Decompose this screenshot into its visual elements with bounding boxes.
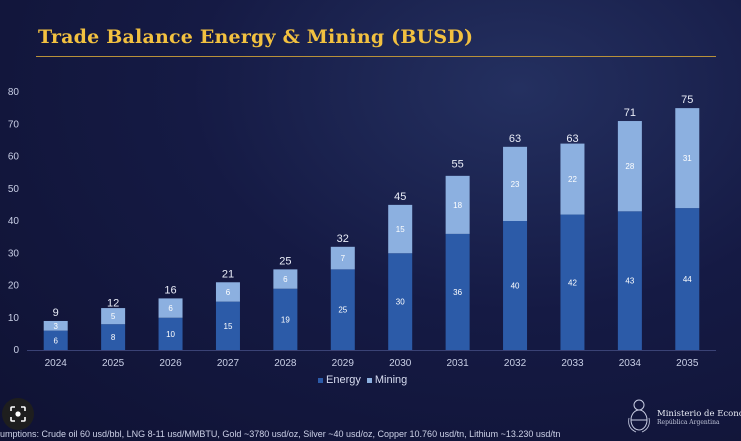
x-tick-label-2029: 2029 [332, 358, 355, 369]
bar-mining-2026 [158, 298, 183, 318]
data-label-energy-2024: 6 [53, 336, 58, 345]
bar-energy-2030 [388, 253, 413, 350]
bar-mining-2031 [445, 175, 470, 234]
bar-energy-2032 [503, 221, 528, 350]
x-tick-label-2024: 2024 [45, 358, 68, 369]
total-label-2029: 32 [337, 233, 349, 245]
bar-mining-2033 [560, 143, 585, 215]
x-tick-label-2034: 2034 [619, 358, 642, 369]
data-label-energy-2030: 30 [396, 298, 405, 307]
total-label-2026: 16 [164, 284, 176, 296]
data-label-energy-2033: 42 [568, 278, 577, 287]
bar-energy-2033 [560, 214, 585, 350]
data-label-mining-2031: 18 [453, 201, 462, 210]
bar-mining-2034 [617, 121, 642, 212]
data-label-mining-2029: 7 [341, 254, 346, 263]
total-label-2024: 9 [53, 307, 59, 319]
bar-mining-2028 [273, 269, 298, 289]
total-label-2025: 12 [107, 297, 119, 309]
bar-energy-2027 [215, 301, 240, 350]
coat-of-arms-icon [628, 399, 650, 433]
data-label-energy-2028: 19 [281, 315, 290, 324]
y-tick-label: 20 [8, 281, 20, 292]
assumptions-footnote: umptions: Crude oil 60 usd/bbl, LNG 8-11… [0, 429, 561, 439]
total-label-2033: 63 [566, 133, 578, 145]
total-label-2031: 55 [452, 159, 464, 171]
data-label-mining-2026: 6 [168, 304, 173, 313]
bar-mining-2032 [503, 146, 528, 221]
x-tick-label-2032: 2032 [504, 358, 527, 369]
legend-item-mining: Mining [366, 374, 408, 386]
data-label-mining-2027: 6 [226, 288, 231, 297]
total-label-2035: 75 [681, 94, 693, 106]
legend-item-energy: Energy [318, 374, 361, 386]
data-label-energy-2034: 43 [625, 277, 634, 286]
lens-search-icon [10, 406, 26, 422]
data-label-mining-2035: 31 [683, 154, 692, 163]
y-tick-label: 10 [8, 313, 20, 324]
bar-mining-2029 [330, 246, 355, 270]
lens-search-button[interactable] [2, 398, 34, 430]
x-tick-label-2028: 2028 [274, 358, 297, 369]
y-tick-label: 30 [8, 248, 20, 259]
data-label-mining-2024: 3 [53, 322, 58, 331]
legend-swatch-mining [366, 377, 372, 383]
bar-mining-2030 [388, 204, 413, 254]
data-label-energy-2026: 10 [166, 330, 175, 339]
x-tick-label-2025: 2025 [102, 358, 125, 369]
chart-title: Trade Balance Energy & Mining (BUSD) [38, 26, 474, 48]
data-label-mining-2030: 15 [396, 225, 405, 234]
bar-energy-2028 [273, 288, 298, 350]
data-label-mining-2033: 22 [568, 175, 577, 184]
y-tick-label: 50 [8, 184, 20, 195]
data-label-mining-2025: 5 [111, 312, 116, 321]
data-label-mining-2032: 23 [511, 180, 520, 189]
data-label-mining-2034: 28 [625, 162, 634, 171]
y-tick-label: 80 [8, 87, 20, 98]
legend-swatch-energy [318, 377, 323, 383]
total-label-2034: 71 [624, 107, 636, 119]
x-tick-label-2027: 2027 [217, 358, 240, 369]
bar-energy-2035 [675, 208, 700, 350]
bar-energy-2034 [617, 211, 642, 350]
ministry-name: Ministerio de Economía [657, 409, 741, 419]
data-label-energy-2035: 44 [683, 275, 692, 284]
data-label-energy-2027: 15 [224, 322, 233, 331]
bar-energy-2024 [43, 330, 68, 350]
x-tick-label-2030: 2030 [389, 358, 412, 369]
legend-label-mining: Mining [374, 374, 408, 386]
y-tick-label: 40 [8, 216, 20, 227]
bar-mining-2024 [43, 320, 68, 331]
bar-energy-2031 [445, 233, 470, 350]
y-tick-label: 0 [13, 345, 19, 356]
y-tick-label: 60 [8, 152, 20, 163]
legend-label-energy: Energy [326, 374, 361, 386]
x-tick-label-2026: 2026 [159, 358, 182, 369]
data-label-energy-2032: 40 [511, 282, 520, 291]
total-label-2028: 25 [279, 255, 291, 267]
data-label-energy-2025: 8 [111, 333, 116, 342]
chart-legend: Energy Mining [318, 374, 407, 386]
total-label-2027: 21 [222, 268, 234, 280]
x-tick-label-2035: 2035 [676, 358, 699, 369]
total-label-2030: 45 [394, 191, 406, 203]
bar-mining-2027 [215, 282, 240, 302]
x-tick-label-2031: 2031 [447, 358, 470, 369]
total-label-2032: 63 [509, 133, 521, 145]
bar-energy-2029 [330, 269, 355, 350]
x-tick-label-2033: 2033 [561, 358, 584, 369]
data-label-energy-2031: 36 [453, 288, 462, 297]
data-label-mining-2028: 6 [283, 275, 288, 284]
ministry-country: República Argentina [657, 419, 720, 426]
bar-energy-2025 [101, 324, 126, 350]
bar-energy-2026 [158, 317, 183, 350]
data-label-energy-2029: 25 [338, 306, 347, 315]
ministry-brand: Ministerio de Economía República Argenti… [657, 409, 741, 427]
title-divider [36, 56, 716, 57]
y-tick-label: 70 [8, 119, 20, 130]
bar-mining-2025 [101, 308, 126, 325]
bar-mining-2035 [675, 108, 700, 209]
